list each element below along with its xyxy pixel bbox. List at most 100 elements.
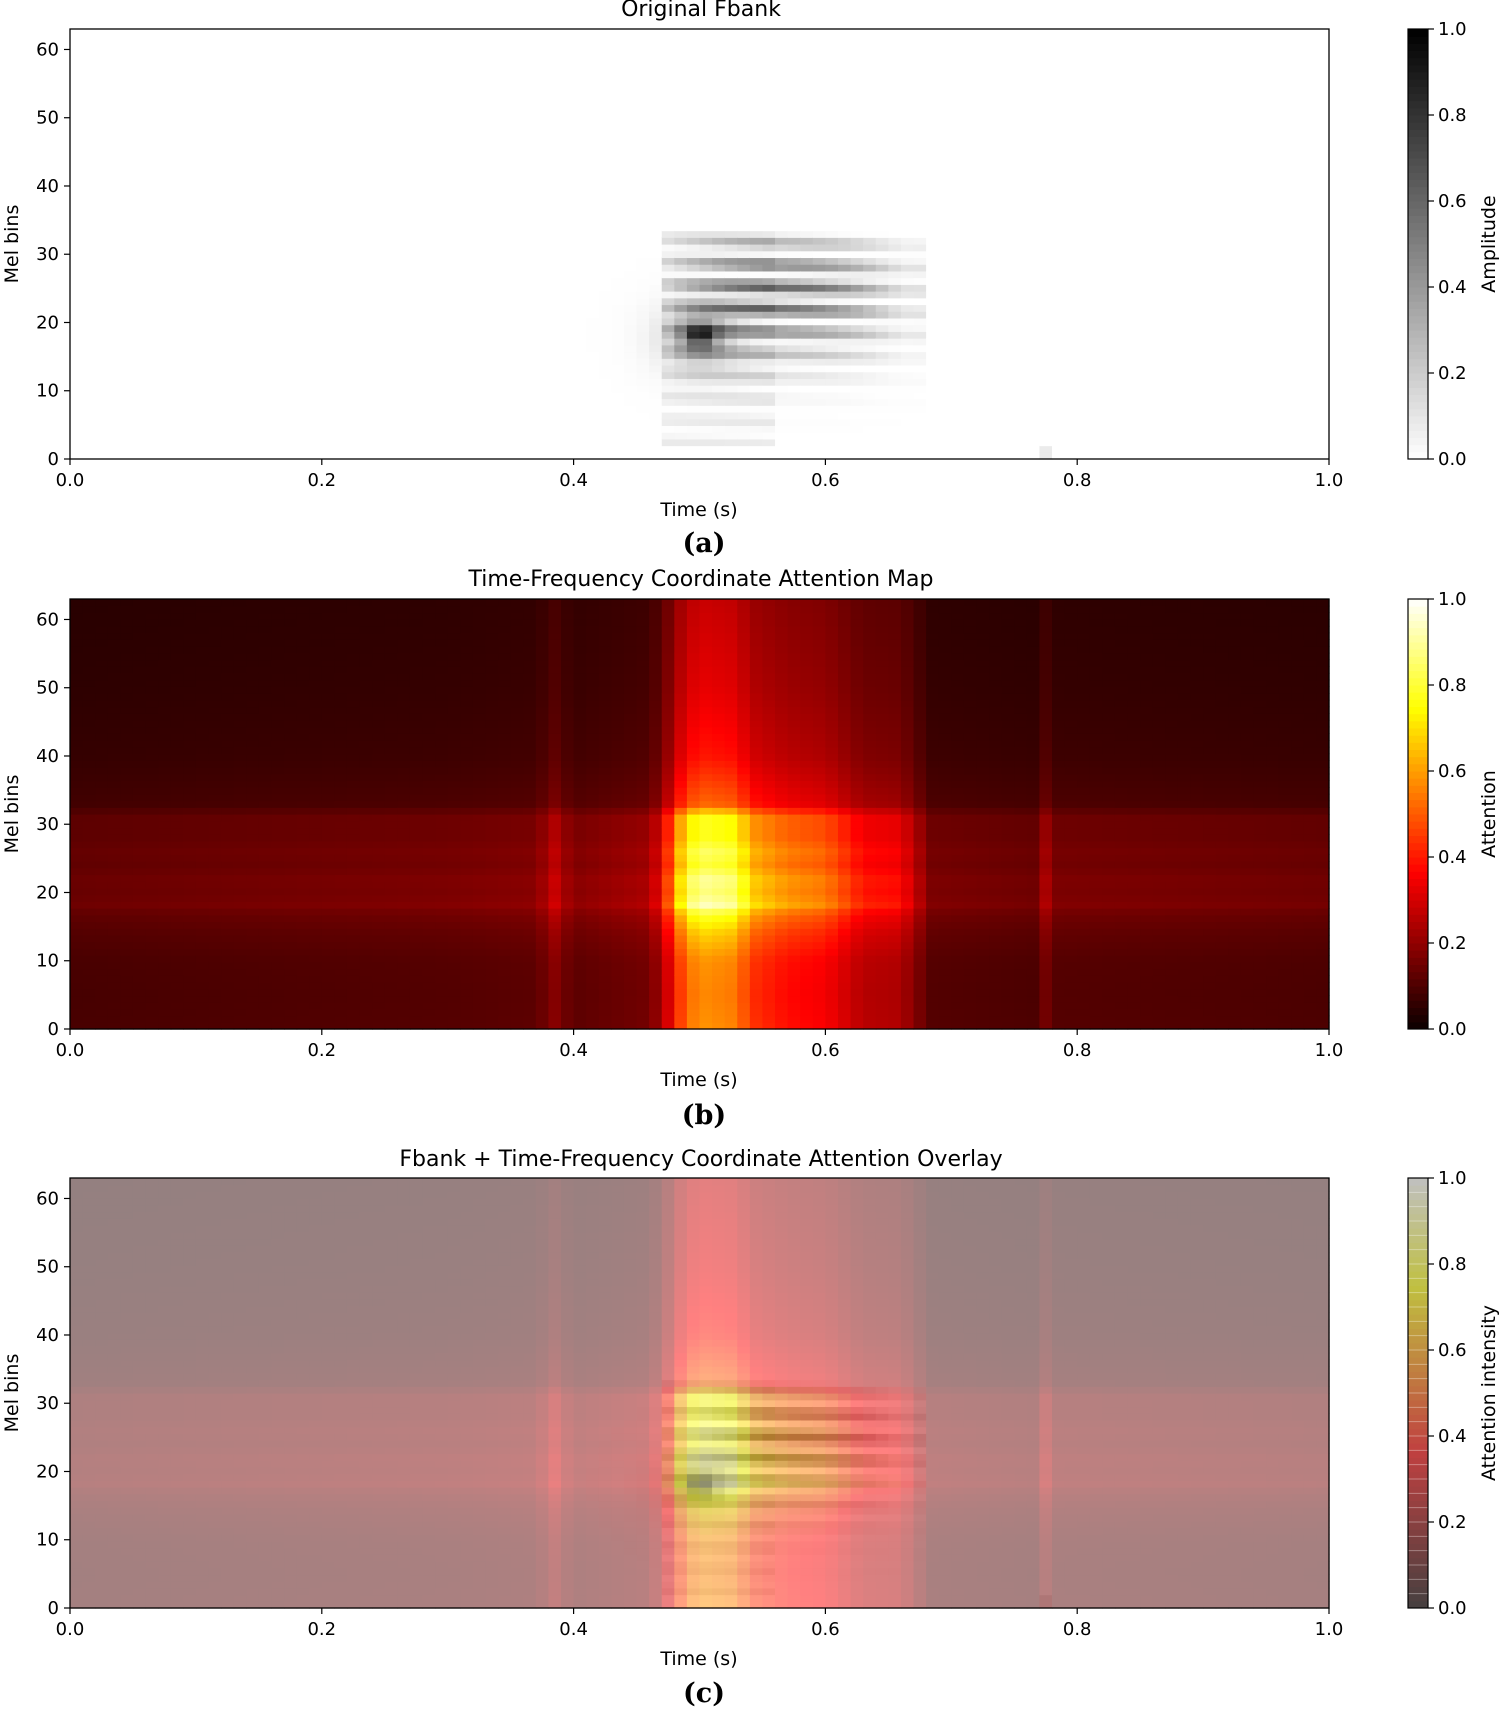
heatmap-cell [346, 210, 361, 218]
heatmap-cell [636, 42, 650, 50]
heatmap-cell [422, 55, 436, 64]
heatmap-cell [334, 338, 348, 346]
heatmap-cell [409, 102, 424, 111]
heatmap-cell [863, 351, 877, 359]
heatmap-cell [812, 411, 826, 420]
heatmap-cell [82, 425, 96, 433]
heatmap-cell [775, 338, 789, 346]
heatmap-cell [309, 96, 323, 104]
heatmap-cell [145, 49, 159, 57]
heatmap-cell [346, 82, 361, 91]
heatmap-cell [485, 230, 499, 238]
heatmap-cell [271, 116, 285, 124]
heatmap-cell [447, 163, 461, 171]
heatmap-cell [82, 291, 96, 299]
heatmap-cell [183, 284, 197, 292]
heatmap-cell [863, 378, 877, 386]
heatmap-cell [246, 69, 260, 77]
heatmap-cell [775, 42, 789, 50]
heatmap-cell [737, 264, 751, 272]
heatmap-cell [107, 418, 121, 427]
heatmap-cell [460, 223, 474, 232]
heatmap-cell [1026, 223, 1041, 232]
heatmap-cell [724, 324, 738, 332]
heatmap-cell [686, 277, 701, 285]
heatmap-cell [737, 331, 751, 339]
heatmap-cell [649, 244, 663, 252]
heatmap-cell [195, 364, 210, 373]
heatmap-cell [938, 170, 952, 178]
heatmap-cell [561, 69, 575, 77]
heatmap-cell [900, 297, 915, 306]
heatmap-cell [686, 331, 701, 339]
heatmap-cell [1039, 35, 1053, 44]
heatmap-cell [787, 156, 801, 164]
heatmap-cell [938, 364, 952, 373]
heatmap-cell [221, 102, 235, 111]
heatmap-cell [82, 163, 96, 171]
heatmap-cell [535, 391, 550, 400]
heatmap-cell [661, 176, 675, 185]
heatmap-cell [334, 250, 348, 259]
heatmap-cell [422, 344, 436, 353]
heatmap-cell [246, 49, 260, 57]
heatmap-cell [70, 270, 84, 279]
heatmap-cell [976, 317, 990, 326]
heatmap-cell [900, 89, 915, 97]
heatmap-cell [472, 156, 487, 164]
heatmap-cell [447, 217, 461, 225]
heatmap-cell [70, 49, 84, 57]
heatmap-cell [132, 29, 147, 37]
heatmap-cell [863, 270, 877, 279]
heatmap-cell [233, 136, 247, 144]
heatmap-cell [233, 304, 247, 312]
heatmap-cell [70, 405, 84, 413]
heatmap-cell [120, 445, 134, 453]
heatmap-cell [107, 324, 121, 332]
heatmap-cell [787, 398, 801, 406]
heatmap-cell [586, 62, 600, 70]
heatmap-cell [976, 432, 990, 440]
heatmap-cell [460, 445, 474, 453]
heatmap-cell [510, 55, 524, 64]
heatmap-cell [397, 210, 411, 218]
heatmap-cell [372, 385, 386, 393]
heatmap-cell [447, 69, 461, 77]
heatmap-cell [422, 149, 436, 158]
heatmap-cell [623, 297, 638, 306]
heatmap-cell [724, 257, 738, 265]
heatmap-cell [699, 351, 713, 359]
heatmap-cell [447, 452, 461, 460]
heatmap-cell [775, 49, 789, 57]
heatmap-cell [409, 351, 424, 359]
heatmap-cell [875, 452, 889, 460]
heatmap-cell [460, 364, 474, 373]
heatmap-cell [535, 405, 550, 413]
heatmap-cell [812, 143, 826, 151]
heatmap-cell [926, 223, 940, 232]
heatmap-cell [70, 82, 84, 91]
heatmap-cell [296, 438, 310, 447]
heatmap-cell [938, 338, 952, 346]
heatmap-cell [888, 210, 902, 218]
heatmap-cell [926, 69, 940, 77]
heatmap-cell [837, 143, 852, 151]
heatmap-cell [825, 311, 839, 319]
heatmap-cell [586, 82, 600, 91]
heatmap-cell [573, 35, 587, 44]
heatmap-cell [170, 76, 184, 84]
heatmap-cell [120, 311, 134, 319]
heatmap-cell [611, 230, 625, 238]
heatmap-cell [208, 351, 222, 359]
heatmap-cell [737, 425, 751, 433]
heatmap-cell [837, 297, 852, 306]
heatmap-cell [397, 29, 411, 37]
heatmap-cell [787, 291, 801, 299]
heatmap-cell [762, 102, 776, 111]
heatmap-cell [208, 223, 222, 232]
heatmap-cell [737, 358, 751, 366]
heatmap-cell [472, 445, 487, 453]
heatmap-cell [938, 378, 952, 386]
heatmap-cell [460, 344, 474, 353]
heatmap-cell [372, 277, 386, 285]
